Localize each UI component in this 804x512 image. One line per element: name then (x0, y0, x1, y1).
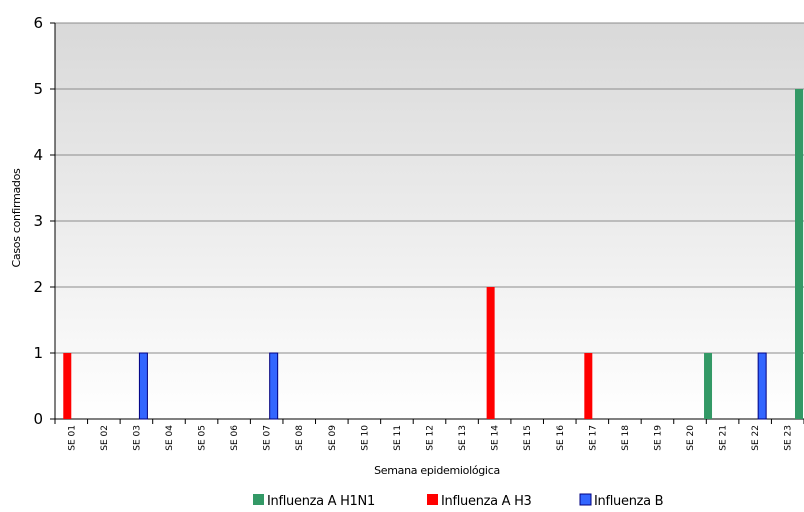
x-tick-label: SE 07 (263, 425, 273, 451)
x-tick-label: SE 10 (360, 425, 370, 451)
bar-influenza-a-h3 (486, 287, 495, 419)
y-tick-label: 2 (33, 278, 43, 296)
y-tick-label: 0 (33, 410, 43, 428)
gridlines (55, 22, 804, 354)
x-tick-label: SE 13 (458, 425, 468, 451)
y-tick-label: 3 (33, 212, 43, 230)
x-tick-label: SE 08 (295, 425, 305, 451)
x-tick-label: SE 05 (198, 425, 208, 451)
legend-label: Influenza A H3 (441, 494, 532, 509)
x-tick-label: SE 14 (491, 425, 501, 451)
x-axis-title: Semana epidemiológica (374, 464, 500, 477)
x-tick-label: SE 01 (67, 425, 77, 451)
x-tick-label: SE 09 (328, 425, 338, 451)
x-tick-label: SE 19 (653, 425, 663, 451)
x-tick-label: SE 06 (230, 425, 240, 451)
y-tick-label: 6 (33, 14, 43, 32)
legend-label: Influenza B (594, 494, 663, 509)
legend-swatch (427, 494, 438, 505)
x-tick-label: SE 02 (100, 425, 110, 451)
y-axis-title: Casos confirmados (10, 168, 23, 267)
y-tick-label: 5 (33, 80, 43, 98)
bar-influenza-a-h1n1 (795, 89, 803, 419)
x-tick-label: SE 21 (719, 425, 729, 451)
bar-influenza-a-h3 (63, 353, 72, 419)
bars (63, 89, 803, 420)
legend-swatch (253, 494, 264, 505)
y-tick-labels: 0 1 2 3 4 5 6 (33, 14, 43, 428)
legend: Influenza A H1N1 Influenza A H3 Influenza … (253, 493, 664, 509)
x-tick-label: SE 22 (751, 425, 761, 451)
x-tick-label: SE 04 (165, 425, 175, 451)
x-tick-label: SE 16 (556, 425, 566, 451)
legend-label: Influenza A H1N1 (267, 494, 375, 509)
x-tick-label: SE 18 (621, 425, 631, 451)
x-tick-label: SE 20 (686, 425, 696, 451)
x-tick-label: SE 11 (393, 425, 403, 451)
x-tick-label: SE 12 (426, 425, 436, 451)
bar-influenza-b (757, 352, 767, 420)
bar-influenza-a-h1n1 (704, 353, 713, 419)
x-tick-label: SE 23 (784, 425, 794, 451)
axes (50, 22, 804, 424)
bar-influenza-b (269, 352, 279, 420)
bar-influenza-a-h3 (584, 353, 593, 419)
y-tick-label: 4 (33, 146, 43, 164)
bar-influenza-b (138, 352, 148, 420)
x-tick-label: SE 03 (132, 425, 142, 451)
x-tick-label: SE 17 (588, 425, 598, 451)
x-tick-label: SE 15 (523, 425, 533, 451)
legend-swatch (579, 493, 592, 506)
x-tick-labels: SE 01 SE 02 SE 03 SE 04 SE 05 SE 06 SE 07 SE 08… (67, 425, 793, 451)
y-tick-label: 1 (33, 344, 43, 362)
